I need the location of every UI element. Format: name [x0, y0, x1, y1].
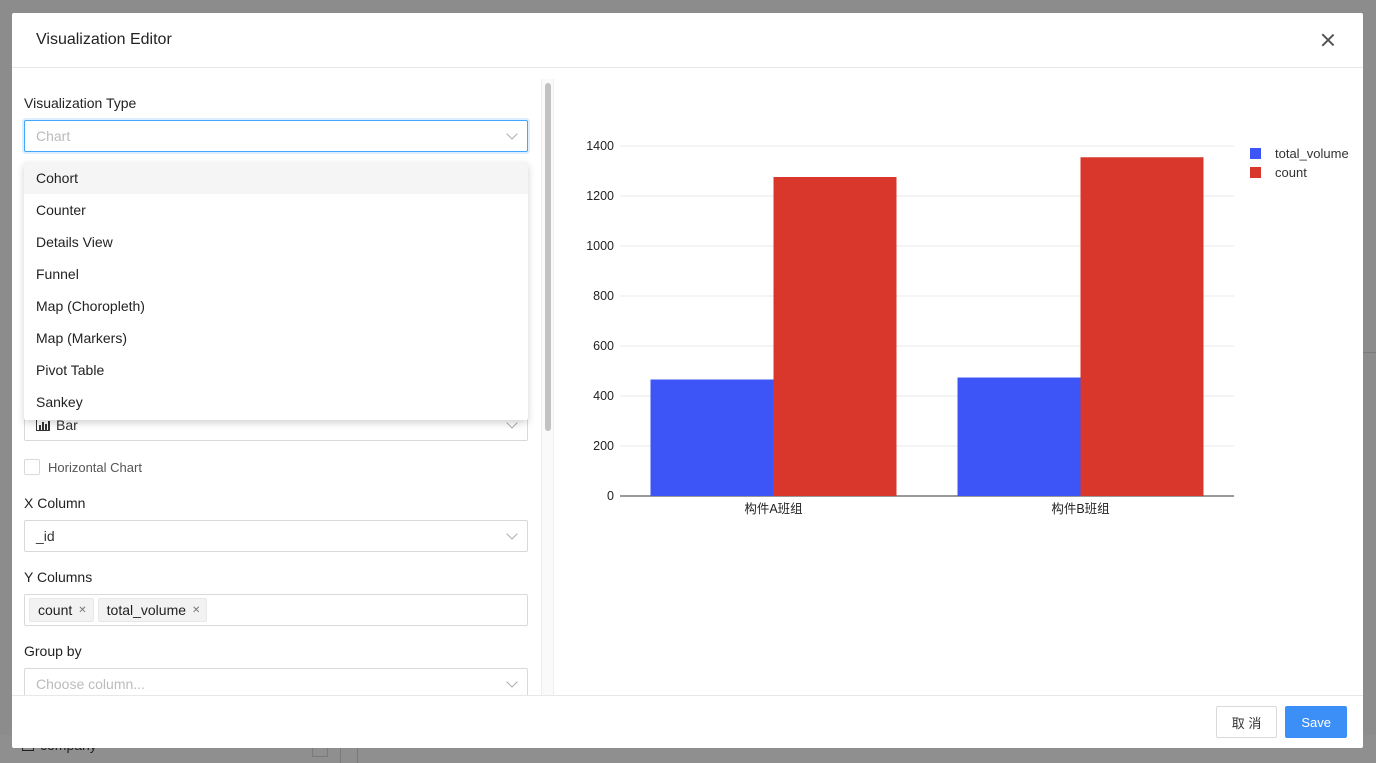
viz-type-placeholder: Chart — [36, 128, 71, 144]
y-tick-label: 1400 — [586, 139, 614, 153]
x-tick-label: 构件B班组 — [1051, 501, 1109, 516]
remove-tag-icon[interactable]: ✕ — [192, 604, 201, 616]
x-column-select[interactable]: _id — [24, 520, 528, 552]
horizontal-chart-option[interactable]: Horizontal Chart — [24, 459, 142, 475]
y-column-tag-label: total_volume — [106, 602, 187, 618]
cancel-button[interactable]: 取 消 — [1215, 706, 1278, 738]
modal-body: Visualization Type Chart Cohort Counter De… — [12, 69, 1363, 695]
y-tick-label: 0 — [607, 489, 614, 503]
horizontal-chart-label: Horizontal Chart — [48, 459, 142, 475]
viz-type-option[interactable]: Cohort — [24, 162, 528, 194]
chevron-down-icon — [506, 676, 518, 688]
y-tick-label: 1200 — [586, 189, 614, 203]
y-columns-label: Y Columns — [24, 569, 93, 585]
modal-header: Visualization Editor — [12, 13, 1363, 68]
legend-label: total_volume — [1275, 146, 1349, 161]
chevron-down-icon — [506, 528, 518, 540]
y-column-tag: total_volume ✕ — [97, 598, 208, 622]
bar-count — [773, 177, 897, 496]
viz-type-option[interactable]: Sankey — [36, 394, 83, 410]
background-divider — [1362, 352, 1376, 353]
background-divider — [357, 735, 358, 763]
options-scrollbar[interactable] — [541, 79, 554, 695]
bar-total_volume — [957, 377, 1081, 496]
y-tick-label: 600 — [593, 339, 614, 353]
remove-tag-icon[interactable]: ✕ — [78, 604, 87, 616]
viz-type-dropdown: Cohort Counter Details View Funnel Map (Chor… — [24, 162, 528, 420]
y-tick-label: 800 — [593, 289, 614, 303]
y-tick-label: 1000 — [586, 239, 614, 253]
bar-count — [1080, 157, 1204, 496]
save-button[interactable]: Save — [1285, 706, 1347, 738]
scrollbar-thumb[interactable] — [545, 83, 551, 431]
editor-options-panel: Visualization Type Chart Cohort Counter De… — [12, 69, 540, 695]
chart-preview-panel: 0 200 400 600 800 1000 1200 1400 构件A班组 构件B班组 total… — [555, 69, 1363, 695]
close-icon[interactable] — [1317, 29, 1339, 51]
y-column-tag: count ✕ — [29, 598, 94, 622]
viz-type-option[interactable]: Pivot Table — [36, 362, 105, 378]
modal-footer: 取 消 Save — [12, 695, 1363, 748]
y-column-tag-label: count — [38, 602, 73, 618]
viz-type-option[interactable]: Details View — [36, 234, 113, 250]
legend-swatch — [1250, 167, 1261, 178]
modal-title: Visualization Editor — [36, 31, 172, 48]
bar-chart: 0 200 400 600 800 1000 1200 1400 构件A班组 构件B班组 total… — [586, 139, 1349, 516]
chart-type-value: Bar — [56, 417, 78, 433]
group-by-label: Group by — [24, 643, 82, 659]
legend-label: count — [1275, 165, 1307, 180]
viz-type-option[interactable]: Counter — [36, 202, 86, 218]
background-divider — [340, 735, 341, 763]
viz-type-option[interactable]: Map (Markers) — [36, 330, 128, 346]
x-column-value: _id — [36, 528, 55, 544]
y-tick-label: 200 — [593, 439, 614, 453]
viz-type-select[interactable]: Chart — [24, 120, 528, 152]
bar-chart-icon — [36, 419, 50, 431]
group-by-select[interactable]: Choose column... — [24, 668, 528, 695]
visualization-editor-modal: Visualization Editor Visualization Type … — [12, 13, 1363, 748]
legend-swatch — [1250, 148, 1261, 159]
group-by-placeholder: Choose column... — [36, 676, 145, 692]
horizontal-chart-checkbox[interactable] — [24, 459, 40, 475]
viz-type-label: Visualization Type — [24, 95, 137, 111]
viz-type-option[interactable]: Funnel — [36, 266, 79, 282]
x-tick-label: 构件A班组 — [744, 501, 802, 516]
x-column-label: X Column — [24, 495, 86, 511]
chevron-down-icon — [506, 128, 518, 140]
y-tick-label: 400 — [593, 389, 614, 403]
bar-total_volume — [650, 379, 774, 496]
y-columns-select[interactable]: count ✕ total_volume ✕ — [24, 594, 528, 626]
viz-type-option[interactable]: Map (Choropleth) — [36, 298, 145, 314]
